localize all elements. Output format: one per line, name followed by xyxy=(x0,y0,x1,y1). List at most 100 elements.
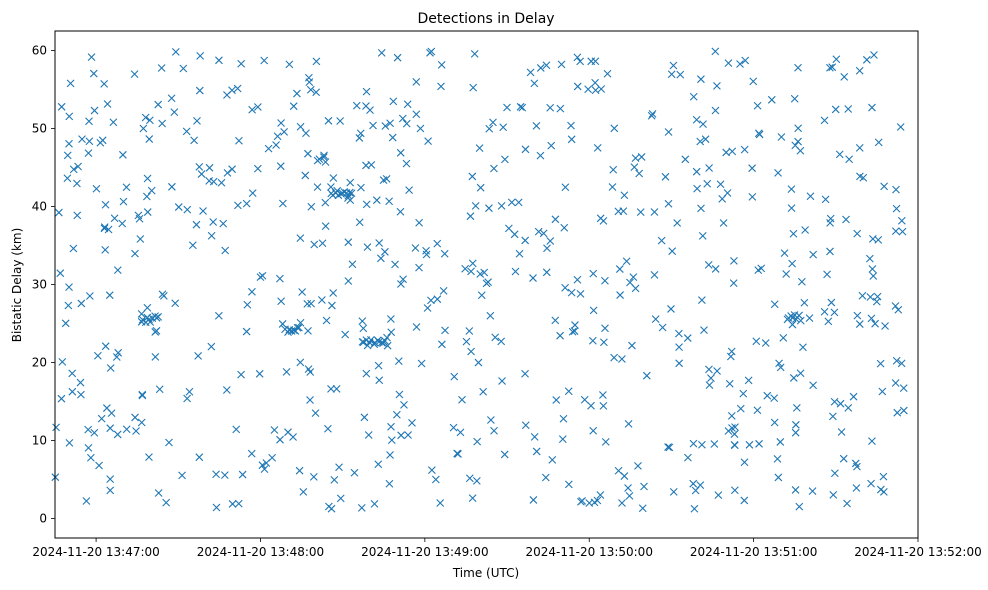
data-point xyxy=(197,170,206,178)
data-point xyxy=(228,86,236,95)
data-point xyxy=(591,78,600,87)
data-point xyxy=(190,136,199,145)
data-point xyxy=(697,296,706,305)
data-point xyxy=(485,204,493,213)
data-point xyxy=(422,246,430,255)
data-point xyxy=(548,455,557,464)
data-point xyxy=(788,320,797,329)
data-point xyxy=(417,359,426,368)
data-point xyxy=(374,361,383,370)
data-point xyxy=(809,250,818,259)
data-point xyxy=(52,423,60,432)
data-point xyxy=(624,484,632,492)
data-point xyxy=(84,149,93,158)
data-point xyxy=(630,163,639,172)
data-point xyxy=(862,55,871,64)
data-point xyxy=(450,372,459,381)
data-point xyxy=(258,271,267,280)
data-point xyxy=(82,497,91,505)
data-point xyxy=(626,278,634,287)
data-point xyxy=(304,326,312,335)
data-point xyxy=(826,247,834,256)
data-point xyxy=(341,330,350,339)
data-point xyxy=(745,440,754,449)
data-point xyxy=(806,192,815,201)
data-point xyxy=(705,164,714,172)
data-point xyxy=(667,305,675,313)
data-point xyxy=(773,454,782,463)
data-point xyxy=(690,504,699,513)
data-point xyxy=(165,438,173,447)
data-point xyxy=(387,436,396,444)
data-point xyxy=(634,462,642,470)
data-point xyxy=(868,103,876,112)
data-point xyxy=(335,463,343,472)
data-point xyxy=(357,503,366,512)
data-point xyxy=(154,313,163,321)
data-point xyxy=(90,428,99,437)
y-tick-label: 10 xyxy=(32,434,47,448)
data-point xyxy=(438,340,446,349)
data-point xyxy=(159,291,168,300)
data-point xyxy=(542,268,551,277)
data-point xyxy=(143,208,152,216)
data-point xyxy=(472,477,481,485)
data-point xyxy=(437,82,445,91)
data-point xyxy=(473,437,482,446)
data-point xyxy=(725,379,734,388)
data-point xyxy=(85,137,94,146)
data-point xyxy=(573,82,582,91)
data-point xyxy=(397,431,405,440)
data-point xyxy=(892,185,900,194)
data-point xyxy=(284,428,292,437)
data-point xyxy=(64,301,73,310)
data-point xyxy=(137,309,146,318)
data-point xyxy=(243,300,252,309)
data-point xyxy=(112,353,121,361)
data-point xyxy=(205,176,214,185)
data-point xyxy=(845,155,854,164)
data-point xyxy=(403,100,412,109)
data-point xyxy=(154,100,163,109)
data-point xyxy=(68,387,77,396)
data-point xyxy=(868,265,877,273)
data-point xyxy=(570,327,579,335)
data-point xyxy=(541,473,550,482)
data-point xyxy=(154,489,163,497)
data-point xyxy=(465,474,474,483)
data-point xyxy=(608,183,617,191)
data-point xyxy=(770,300,779,309)
data-point xyxy=(221,246,230,255)
data-point xyxy=(377,48,386,57)
data-point xyxy=(716,180,725,189)
data-point xyxy=(782,270,791,278)
data-point xyxy=(529,496,538,504)
data-point xyxy=(697,75,705,84)
data-point xyxy=(658,323,667,332)
data-point xyxy=(827,298,836,307)
data-point xyxy=(270,426,279,434)
data-point xyxy=(521,145,530,154)
data-point xyxy=(558,435,567,444)
data-point xyxy=(65,139,73,148)
data-point xyxy=(675,359,684,368)
data-point xyxy=(199,207,207,215)
data-point xyxy=(624,420,633,428)
data-point xyxy=(167,94,176,103)
data-point xyxy=(711,106,720,115)
data-point xyxy=(839,454,848,463)
data-point xyxy=(763,391,772,400)
data-point xyxy=(179,64,188,73)
data-point xyxy=(504,224,513,233)
data-point xyxy=(615,265,624,273)
data-point xyxy=(591,57,600,66)
data-point xyxy=(868,437,876,446)
data-point xyxy=(757,264,766,273)
data-point xyxy=(234,499,243,508)
data-point xyxy=(205,163,214,172)
data-point xyxy=(278,320,287,328)
data-point xyxy=(530,433,539,441)
data-point xyxy=(465,327,474,335)
data-point xyxy=(740,496,749,505)
